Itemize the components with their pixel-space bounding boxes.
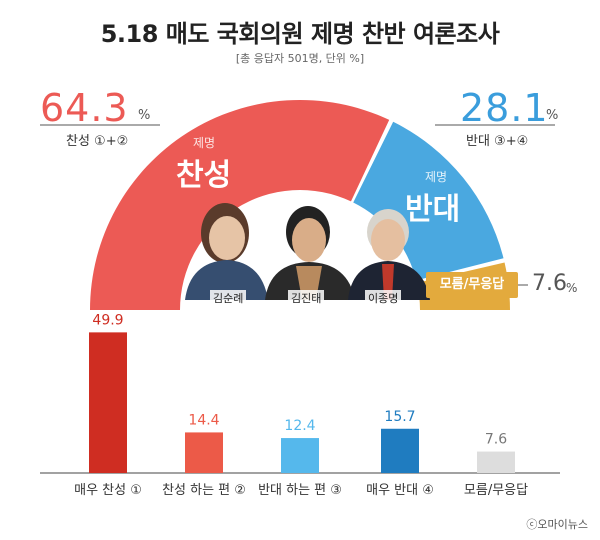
oppose-arc-small-label: 제명 (425, 170, 448, 184)
bar-category-label-3: 반대 하는 편 ③ (258, 483, 342, 498)
bar-value-label-2: 14.4 (188, 412, 219, 428)
oppose-arc-label: 반대 (405, 192, 461, 227)
dontknow-pct-sign: % (566, 281, 578, 295)
person-name-3: 이종명 (365, 290, 402, 306)
bar-category-label-4: 매우 반대 ④ (366, 483, 434, 498)
approve-total-label: 찬성 ①+② (66, 134, 129, 149)
bar-value-label-1: 49.9 (92, 312, 123, 328)
photo-person-1 (185, 203, 268, 300)
bar-4 (381, 428, 419, 473)
person-name-1: 김순례 (210, 290, 247, 306)
bar-value-label-3: 12.4 (284, 418, 315, 434)
bar-5 (477, 451, 515, 473)
arc-oppose (353, 121, 504, 281)
oppose-total-label: 반대 ③+④ (466, 134, 529, 149)
oppose-total-value: 28.1 (460, 86, 549, 130)
chart-title: 5.18 매도 국회의원 제명 찬반 여론조사 (100, 20, 500, 48)
bar-2 (185, 432, 223, 473)
approve-arc-small-label: 제명 (193, 136, 216, 150)
footer-credit: ⓒ오마이뉴스 (526, 518, 588, 531)
bar-1 (89, 332, 127, 473)
approve-total-value: 64.3 (40, 86, 129, 130)
dontknow-label: 모름/무응답 (426, 272, 518, 298)
approve-arc-label: 찬성 (176, 158, 232, 193)
bar-value-label-5: 7.6 (485, 432, 507, 448)
oppose-pct-sign: % (546, 108, 559, 123)
bar-value-label-4: 15.7 (384, 409, 415, 425)
bar-category-label-1: 매우 찬성 ① (74, 483, 142, 498)
arc-approve (90, 99, 390, 310)
bar-category-label-2: 찬성 하는 편 ② (162, 483, 246, 498)
dontknow-value: 7.6 (532, 271, 567, 296)
approve-pct-sign: % (138, 108, 151, 123)
bar-3 (281, 438, 319, 473)
person-name-2: 김진태 (288, 290, 325, 306)
chart-subtitle: [총 응답자 501명, 단위 %] (235, 52, 365, 65)
bar-category-label-5: 모름/무응답 (464, 483, 528, 498)
